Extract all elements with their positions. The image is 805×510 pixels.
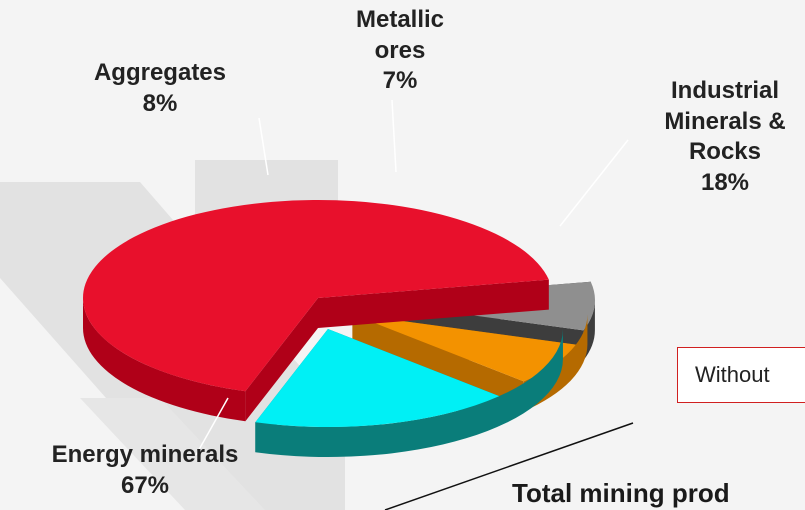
slice-percent-label: 7%	[382, 67, 418, 95]
slice-label-energy-minerals: Energy minerals 67%	[0, 440, 290, 501]
leader-line	[559, 139, 629, 227]
slice-wall	[245, 298, 318, 422]
slice-label-text: Aggregates	[93, 59, 227, 86]
slice-side	[255, 328, 563, 457]
slice-label-text: Metallic	[355, 6, 445, 33]
slice-label-aggregates: Aggregates 8%	[60, 58, 260, 119]
slice-percent-label: 67%	[120, 471, 170, 499]
pie-chart	[83, 200, 595, 457]
leader-lines	[195, 99, 629, 456]
slice-top	[255, 328, 500, 427]
bottom-heading: Total mining prod	[512, 478, 730, 508]
pie-slice-industrial-minerals-rocks	[255, 328, 563, 457]
note-text: Without	[695, 362, 770, 387]
slice-wall	[318, 279, 549, 328]
slice-percent-label: 18%	[700, 169, 750, 197]
pie-slice-energy-minerals	[83, 200, 549, 422]
slice-percent-label: 8%	[142, 89, 178, 117]
leader-line	[258, 117, 269, 176]
connector-line	[384, 422, 634, 510]
slice-label-text: ores	[374, 36, 426, 64]
leader-line	[195, 397, 229, 456]
slice-wall	[352, 314, 524, 412]
note-box: Without	[677, 347, 805, 403]
slice-label-industrial-minerals: Industrial Minerals & Rocks 18%	[630, 76, 805, 199]
slice-label-text: Energy minerals	[51, 441, 239, 468]
slice-side	[83, 298, 246, 422]
slice-label-text: Minerals &	[664, 107, 786, 135]
slice-label-metallic-ores: Metallic ores 7%	[325, 5, 475, 97]
slice-top	[83, 200, 549, 392]
leader-line	[391, 99, 397, 173]
slice-label-text: Rocks	[688, 138, 762, 166]
slice-top	[352, 314, 576, 382]
slice-label-text: Industrial	[670, 77, 779, 104]
